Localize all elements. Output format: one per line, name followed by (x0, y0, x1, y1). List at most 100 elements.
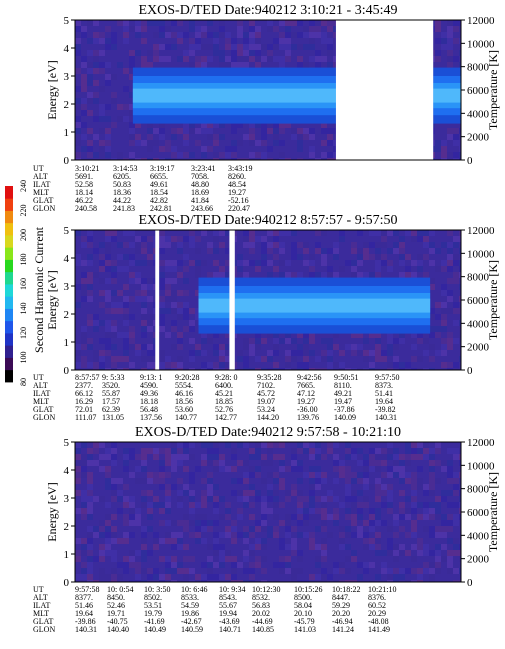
heatmap-cell (417, 368, 423, 370)
heatmap-cell (309, 350, 315, 356)
heatmap-cell (195, 260, 201, 266)
heatmap-cell (87, 490, 93, 496)
heatmap-cell (351, 514, 357, 520)
heatmap-cell (321, 580, 327, 582)
table-row-label: GLON (33, 625, 55, 634)
heatmap-cell (429, 562, 435, 568)
heatmap-cell (273, 562, 279, 568)
table-row-label: ILAT (33, 601, 50, 610)
heatmap-cell (165, 26, 171, 32)
heatmap-cell (75, 26, 81, 32)
heatmap-cell (411, 260, 417, 266)
heatmap-cell (285, 332, 291, 338)
heatmap-cell (387, 544, 393, 550)
heatmap-cell (441, 556, 447, 562)
heatmap-cell (429, 308, 435, 314)
heatmap-cell (255, 332, 261, 338)
heatmap-cell (81, 32, 87, 38)
table-cell: -39.82 (375, 405, 396, 414)
heatmap-cell (111, 514, 117, 520)
chart-title: EXOS-D/TED Date:940212 3:10:21 - 3:45:49 (139, 3, 398, 18)
heatmap-cell (447, 466, 453, 472)
heatmap-cell (381, 550, 387, 556)
heatmap-cell (81, 146, 87, 152)
heatmap-cell (147, 134, 153, 140)
heatmap-cell (291, 20, 297, 26)
heatmap-cell (267, 496, 273, 502)
heatmap-cell (207, 454, 213, 460)
heatmap-cell (171, 32, 177, 38)
heatmap-cell (75, 490, 81, 496)
heatmap-cell (105, 320, 111, 326)
heatmap-cell (87, 242, 93, 248)
heatmap-cell (315, 62, 321, 68)
heatmap-cell (141, 236, 147, 242)
heatmap-cell (255, 466, 261, 472)
heatmap-cell (141, 302, 147, 308)
heatmap-cell (243, 478, 249, 484)
heatmap-cell (363, 538, 369, 544)
heatmap-cell (279, 62, 285, 68)
heatmap-cell (75, 350, 81, 356)
heatmap-cell (441, 314, 447, 320)
heatmap-cell (411, 502, 417, 508)
heatmap-cell (321, 454, 327, 460)
heatmap-cell (297, 496, 303, 502)
heatmap-cell (273, 478, 279, 484)
heatmap-cell (297, 568, 303, 574)
table-cell: 46.16 (175, 389, 193, 398)
heatmap-cell (177, 272, 183, 278)
heatmap-cell (309, 32, 315, 38)
heatmap-cell (123, 496, 129, 502)
heatmap-cell (459, 236, 461, 242)
heatmap-cell (375, 538, 381, 544)
heatmap-cell (129, 296, 135, 302)
heatmap-cell (357, 574, 363, 580)
colorbar-swatch (5, 222, 13, 236)
heatmap-cell (279, 158, 285, 160)
heatmap-cell (447, 478, 453, 484)
heatmap-cell (177, 362, 183, 368)
heatmap-cell (117, 308, 123, 314)
heatmap-cell (177, 152, 183, 158)
heatmap-cell (123, 568, 129, 574)
heatmap-cell (237, 122, 243, 128)
heatmap-cell (243, 260, 249, 266)
table-cell: 52.76 (215, 405, 233, 414)
heatmap-cell (93, 20, 99, 26)
heatmap-cell (153, 158, 159, 160)
heatmap-cell (459, 460, 461, 466)
heatmap-cell (195, 128, 201, 134)
heatmap-cell (93, 62, 99, 68)
heatmap-cell (249, 140, 255, 146)
heatmap-cell (111, 122, 117, 128)
heatmap-cell (321, 32, 327, 38)
table-row-label: ALT (33, 593, 48, 602)
heatmap-cell (387, 466, 393, 472)
table-cell: 55.87 (102, 389, 120, 398)
heatmap-cell (453, 502, 459, 508)
heatmap-cell (333, 362, 339, 368)
heatmap-cell (279, 260, 285, 266)
heatmap-cell (189, 62, 195, 68)
heatmap-cell (357, 260, 363, 266)
heatmap-cell (87, 320, 93, 326)
table-cell: 241.83 (113, 204, 135, 213)
heatmap-cell (81, 236, 87, 242)
heatmap-cell (171, 362, 177, 368)
heatmap-cell (303, 580, 309, 582)
heatmap-cell (423, 230, 429, 236)
heatmap-cell (93, 56, 99, 62)
heatmap-cell (429, 526, 435, 532)
heatmap-cell (177, 490, 183, 496)
heatmap-cell (93, 556, 99, 562)
heatmap-cell (237, 32, 243, 38)
heatmap-cell (183, 140, 189, 146)
table-cell: 144.20 (257, 413, 279, 422)
heatmap-cell (195, 32, 201, 38)
heatmap-cell (369, 580, 375, 582)
table-row-label: GLON (33, 204, 55, 213)
heatmap-cell (273, 442, 279, 448)
heatmap-cell (147, 254, 153, 260)
heatmap-cell (177, 302, 183, 308)
